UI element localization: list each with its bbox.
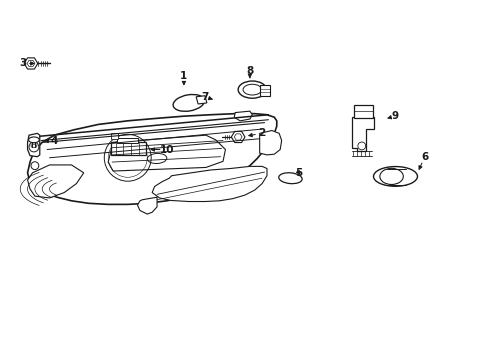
Text: 9: 9: [392, 111, 399, 121]
Text: 10: 10: [160, 144, 174, 154]
Ellipse shape: [279, 173, 302, 184]
Text: 4: 4: [51, 136, 58, 146]
Text: 8: 8: [246, 66, 253, 76]
Ellipse shape: [28, 137, 39, 143]
Text: 6: 6: [421, 152, 428, 162]
Polygon shape: [111, 142, 147, 155]
Polygon shape: [351, 117, 374, 151]
Polygon shape: [24, 58, 38, 69]
Ellipse shape: [238, 81, 267, 98]
Ellipse shape: [373, 167, 417, 186]
Ellipse shape: [147, 153, 167, 163]
Text: 3: 3: [19, 58, 26, 68]
Polygon shape: [231, 131, 245, 143]
Text: 2: 2: [259, 129, 266, 138]
Text: 5: 5: [295, 168, 302, 178]
Polygon shape: [27, 165, 84, 198]
Polygon shape: [27, 114, 277, 204]
Polygon shape: [111, 134, 118, 139]
Polygon shape: [196, 96, 207, 104]
Polygon shape: [354, 105, 373, 118]
Ellipse shape: [173, 94, 204, 111]
Polygon shape: [260, 131, 282, 155]
Polygon shape: [234, 111, 252, 121]
Polygon shape: [117, 138, 138, 143]
Polygon shape: [108, 135, 225, 171]
Polygon shape: [27, 134, 40, 157]
Ellipse shape: [380, 168, 403, 184]
Ellipse shape: [243, 84, 262, 95]
Text: 7: 7: [201, 92, 209, 102]
Polygon shape: [260, 85, 270, 96]
Polygon shape: [152, 166, 267, 202]
Polygon shape: [138, 197, 157, 214]
Text: 1: 1: [180, 71, 188, 81]
Ellipse shape: [31, 144, 37, 148]
